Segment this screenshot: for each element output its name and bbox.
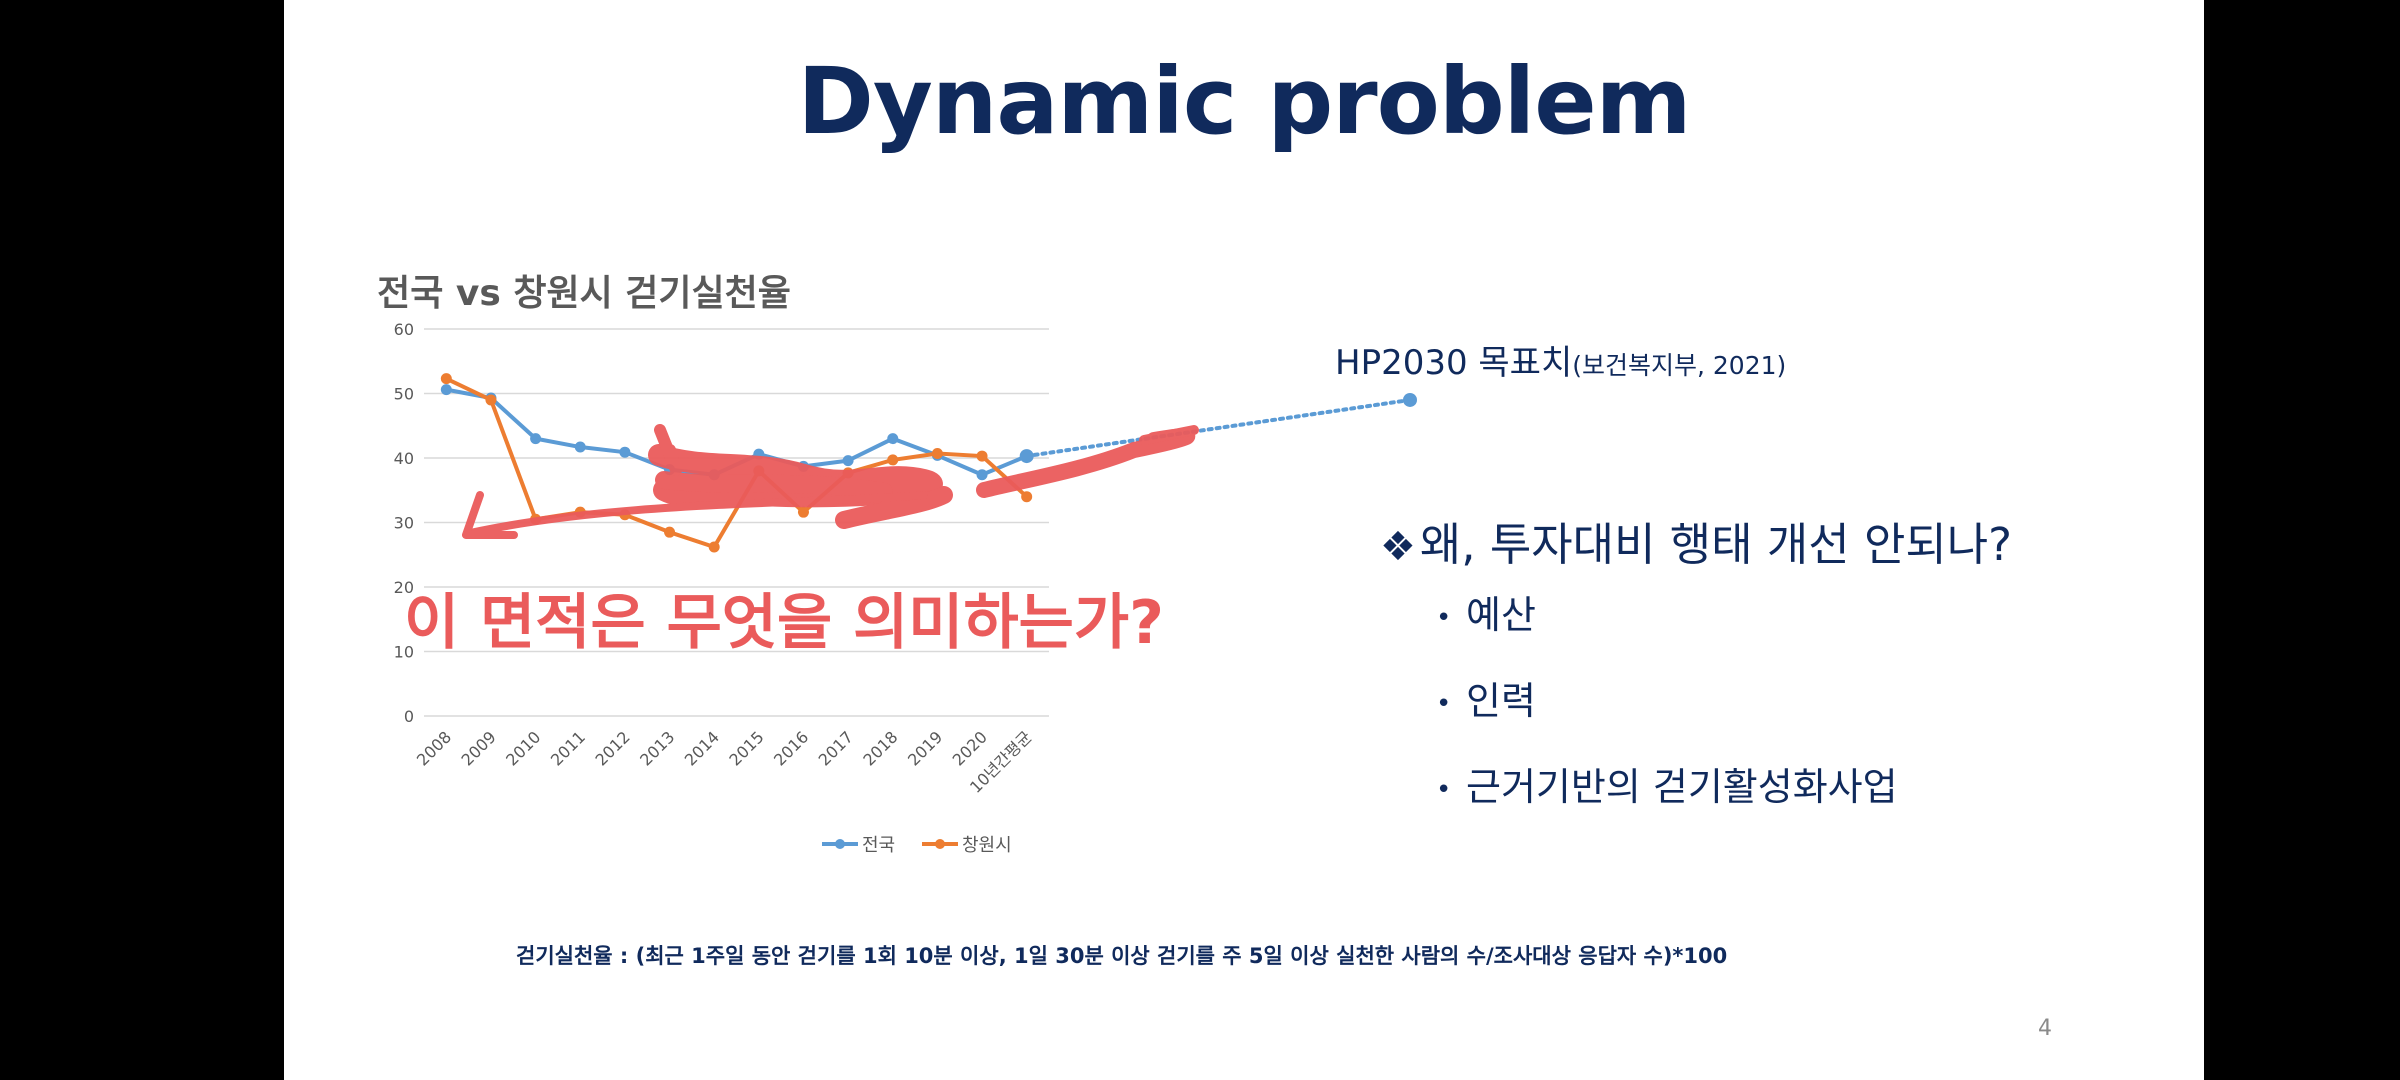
- legend-label: 전국: [862, 835, 895, 856]
- bullet-text: 인력: [1466, 679, 1536, 723]
- data-point: [976, 469, 988, 481]
- slide-title: Dynamic problem: [797, 48, 1692, 155]
- target-label-source: (보건복지부, 2021): [1572, 351, 1786, 380]
- x-tick-label: 2013: [636, 727, 678, 769]
- bullet-item: • 인력: [1436, 676, 1898, 762]
- bullet-dot-icon: •: [1436, 774, 1452, 805]
- x-tick-label: 2020: [949, 727, 991, 769]
- walking-rate-chart: 전국 vs 창원시 걷기실천율 0 10 20 30 40 50 60 2008 2009 2010…: [377, 273, 1786, 856]
- arrow-head: [462, 491, 518, 539]
- x-tick-label: 2018: [859, 727, 901, 769]
- data-point: [530, 433, 542, 445]
- target-dotted-line: [1024, 397, 1412, 459]
- bullet-list: • 예산 • 인력 • 근거기반의 걷기활성화사업: [1436, 590, 1898, 848]
- y-tick-label: 30: [394, 514, 414, 533]
- bullet-dot-icon: •: [1436, 602, 1452, 633]
- letterbox-left: [0, 0, 284, 1080]
- data-point: [887, 433, 899, 445]
- x-tick-label: 2010: [502, 727, 544, 769]
- annotation-text: 이 면적은 무엇을 의미하는가?: [404, 588, 1164, 658]
- target-label-main: HP2030 목표치: [1335, 343, 1572, 383]
- bullet-text: 근거기반의 걷기활성화사업: [1466, 765, 1898, 809]
- legend-label: 창원시: [962, 835, 1012, 856]
- scribble-stroke: [654, 424, 682, 476]
- scribble-stroke: [1139, 425, 1199, 445]
- bullet-text: 예산: [1466, 593, 1536, 637]
- target-start-point: [1019, 449, 1034, 464]
- question-text: 왜, 투자대비 행태 개선 안되나?: [1419, 518, 2013, 571]
- target-label: HP2030 목표치(보건복지부, 2021): [1335, 343, 1786, 383]
- formula-footnote: 걷기실천율 : (최근 1주일 동안 걷기를 1회 10분 이상, 1일 30분…: [516, 944, 1728, 968]
- y-tick-label: 60: [394, 320, 414, 339]
- chart-title: 전국 vs 창원시 걷기실천율: [377, 273, 791, 314]
- legend-marker: [935, 839, 945, 849]
- page-number: 4: [2038, 1016, 2052, 1041]
- data-point: [485, 394, 497, 406]
- x-tick-label: 2012: [591, 727, 633, 769]
- data-point: [797, 506, 809, 518]
- x-tick-label: 2016: [770, 727, 812, 769]
- scribble-stroke: [655, 471, 953, 529]
- letterbox-right: [2204, 0, 2400, 1080]
- y-tick-label: 10: [394, 643, 414, 662]
- y-tick-label: 40: [394, 449, 414, 468]
- annotation-ink: [462, 424, 1199, 539]
- data-point: [440, 373, 452, 385]
- data-point: [619, 446, 631, 458]
- data-point: [664, 526, 676, 538]
- x-tick-label: 2011: [547, 727, 589, 769]
- question-heading: ❖왜, 투자대비 행태 개선 안되나?: [1380, 508, 2012, 573]
- x-tick-label: 2015: [725, 727, 767, 769]
- data-point: [1021, 491, 1033, 503]
- x-tick-label: 2017: [815, 727, 857, 769]
- data-point: [976, 450, 988, 462]
- x-tick-label: 2014: [681, 727, 723, 769]
- x-tick-label: 2008: [413, 727, 455, 769]
- arrow-shaft: [466, 491, 928, 537]
- y-tick-label: 0: [404, 707, 414, 726]
- target-point: [1403, 392, 1417, 407]
- data-point: [842, 455, 854, 467]
- data-point: [574, 441, 586, 453]
- data-point: [887, 454, 899, 466]
- scribble-stroke: [648, 444, 943, 508]
- bullet-item: • 근거기반의 걷기활성화사업: [1436, 762, 1898, 848]
- legend-marker: [835, 839, 845, 849]
- data-point: [708, 541, 720, 553]
- y-tick-label: 20: [394, 578, 414, 597]
- bullet-item: • 예산: [1436, 590, 1898, 676]
- data-point: [931, 447, 943, 459]
- slide: Dynamic problem 전국 vs 창원시 걷기실천율 0 10 20 30 40…: [284, 0, 2204, 1080]
- data-point: [440, 384, 452, 396]
- x-tick-label: 2019: [904, 727, 946, 769]
- diamond-bullet-icon: ❖: [1380, 524, 1416, 570]
- x-tick-label: 2009: [458, 727, 500, 769]
- y-tick-label: 50: [394, 385, 414, 404]
- bullet-dot-icon: •: [1436, 688, 1452, 719]
